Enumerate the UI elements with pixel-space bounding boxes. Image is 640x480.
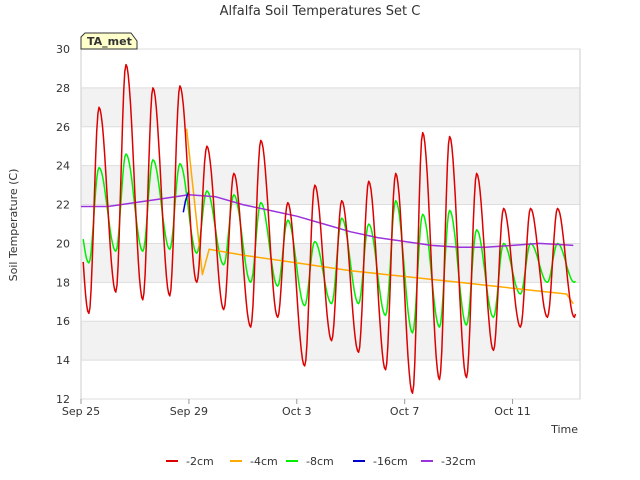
series-line-minus-2cm	[82, 63, 577, 394]
y-tick-label: 28	[56, 82, 70, 95]
y-tick-label: 18	[56, 276, 70, 289]
x-tick-label: Sep 25	[62, 405, 100, 418]
legend-item: -8cm	[286, 455, 334, 468]
legend-label: -32cm	[441, 455, 476, 468]
background-bands	[81, 87, 580, 361]
y-tick-label: 30	[56, 43, 70, 56]
legend-item: -2cm	[166, 455, 214, 468]
legend-item: -4cm	[230, 455, 278, 468]
legend: -2cm -4cm -8cm -16cm -32cm	[166, 455, 476, 468]
y-tick-label: 16	[56, 315, 70, 328]
x-axis-label: Time	[550, 423, 578, 436]
x-tick-label: Oct 3	[282, 405, 312, 418]
y-tick-label: 26	[56, 121, 70, 134]
legend-label: -2cm	[186, 455, 214, 468]
y-tick-label: 22	[56, 199, 70, 212]
annotation-label: TA_met	[87, 35, 132, 48]
series-layer	[81, 63, 577, 394]
y-axis-label: Soil Temperature (C)	[7, 169, 20, 282]
series-line-minus-8cm	[82, 153, 577, 334]
x-tick-label: Sep 29	[170, 405, 208, 418]
series-line-minus-16cm	[182, 190, 190, 213]
background-band	[81, 243, 580, 283]
grid-lines	[81, 48, 580, 400]
x-tick-label: Oct 11	[494, 405, 531, 418]
x-axis-ticks: Sep 25 Sep 29 Oct 3 Oct 7 Oct 11	[62, 399, 531, 418]
y-tick-label: 12	[56, 393, 70, 406]
chart-title: Alfalfa Soil Temperatures Set C	[220, 4, 421, 19]
legend-item: -32cm	[421, 455, 476, 468]
background-band	[81, 87, 580, 127]
y-tick-label: 20	[56, 237, 70, 250]
legend-item: -16cm	[353, 455, 408, 468]
y-axis-ticks: 12 14 16 18 20 22 24 26 28 30	[56, 43, 70, 406]
series-line-minus-4cm	[185, 128, 574, 305]
background-band	[81, 165, 580, 205]
background-band	[81, 321, 580, 361]
y-tick-label: 24	[56, 160, 70, 173]
legend-label: -4cm	[250, 455, 278, 468]
annotation-badge: TA_met	[80, 32, 138, 50]
legend-label: -16cm	[373, 455, 408, 468]
legend-label: -8cm	[306, 455, 334, 468]
y-tick-label: 14	[56, 354, 70, 367]
x-tick-label: Oct 7	[390, 405, 420, 418]
